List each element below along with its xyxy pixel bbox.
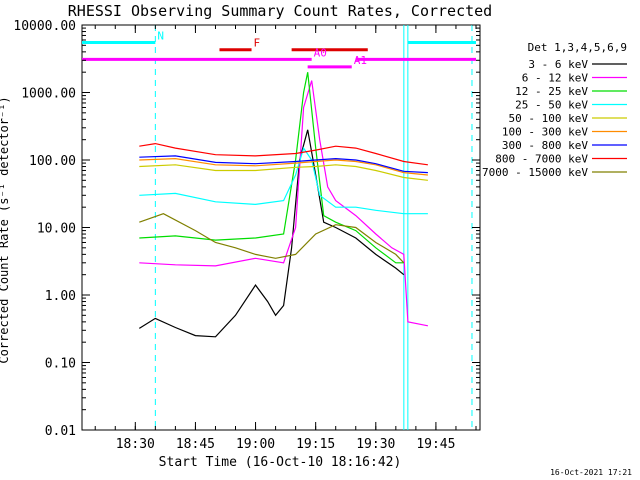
- legend-entry-label: 12 - 25 keV: [515, 85, 588, 98]
- y-tick-label: 10.00: [37, 222, 76, 237]
- legend-entry-label: 300 - 800 keV: [502, 139, 588, 152]
- series-line-4: [139, 146, 428, 215]
- y-tick-label: 10000.00: [13, 19, 76, 34]
- x-tick-label: 19:30: [356, 437, 395, 452]
- annotation-layer: N F A0 A1: [82, 25, 476, 430]
- y-axis-label: Corrected Count Rate (s⁻¹ detector⁻¹): [0, 96, 11, 363]
- legend-entry-label: 100 - 300 keV: [502, 126, 588, 139]
- series-line-7: [139, 155, 428, 174]
- legend-entry-label: 7000 - 15000 keV: [482, 166, 588, 179]
- series-layer: [138, 72, 429, 338]
- plot-frame: [81, 24, 481, 431]
- footer-date: 16-Oct-2021 17:21: [550, 468, 632, 477]
- y-tick-label: 0.10: [45, 357, 76, 372]
- series-line-6: [139, 157, 428, 176]
- legend-entry-label: 3 - 6 keV: [528, 58, 588, 71]
- series-line-2: [139, 80, 429, 327]
- x-tick-label: 19:45: [416, 437, 455, 452]
- series-line-3: [139, 72, 404, 264]
- x-axis-label: Start Time (16-Oct-10 18:16:42): [159, 455, 402, 470]
- x-tick-label: 18:45: [176, 437, 215, 452]
- annotation-a1-label: A1: [354, 54, 367, 67]
- y-tick-label: 1.00: [45, 289, 76, 304]
- y-tick-label: 1000.00: [21, 87, 76, 102]
- series-line-5: [139, 164, 428, 181]
- legend-entry-label: 6 - 12 keV: [522, 72, 589, 85]
- annotation-f-label: F: [254, 37, 261, 50]
- series-line-9: [139, 213, 405, 264]
- series-line-8: [139, 142, 428, 166]
- series-line-1: [138, 129, 405, 338]
- plot-area: [81, 24, 481, 431]
- annotation-n-label: N: [157, 30, 164, 43]
- legend-entry-label: 25 - 50 keV: [515, 99, 588, 112]
- legend-title: Det 1,3,4,5,6,9: [528, 41, 627, 54]
- annotation-a0-label: A0: [314, 46, 327, 59]
- chart-title: RHESSI Observing Summary Count Rates, Co…: [68, 2, 492, 20]
- x-tick-label: 19:00: [236, 437, 275, 452]
- x-tick-label: 18:30: [116, 437, 155, 452]
- x-tick-label: 19:15: [296, 437, 335, 452]
- axes: 10000.00 1000.00 100.00 10.00 1.00 0.10 0.01 18…: [13, 19, 480, 452]
- y-tick-label: 0.01: [45, 424, 76, 439]
- y-tick-label: 100.00: [29, 154, 76, 169]
- legend-entry-label: 800 - 7000 keV: [495, 153, 588, 166]
- legend-entry-label: 50 - 100 keV: [509, 112, 589, 125]
